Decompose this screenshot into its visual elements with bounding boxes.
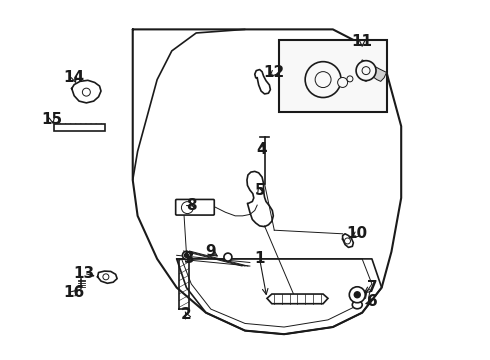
- Text: 7: 7: [367, 280, 377, 295]
- Text: 15: 15: [42, 112, 63, 126]
- Circle shape: [362, 67, 370, 75]
- Circle shape: [181, 202, 194, 213]
- Text: 14: 14: [64, 70, 85, 85]
- Circle shape: [315, 72, 331, 87]
- Circle shape: [184, 253, 189, 257]
- Text: 16: 16: [64, 285, 85, 301]
- Circle shape: [354, 292, 360, 298]
- Text: 10: 10: [347, 226, 368, 241]
- Circle shape: [224, 253, 232, 261]
- Circle shape: [347, 76, 353, 82]
- Text: 12: 12: [264, 65, 285, 80]
- Text: 11: 11: [352, 35, 373, 49]
- Circle shape: [103, 274, 109, 280]
- Text: 5: 5: [254, 183, 265, 198]
- Text: 4: 4: [257, 142, 268, 157]
- Circle shape: [82, 88, 90, 96]
- Text: 13: 13: [74, 266, 95, 281]
- Text: 3: 3: [184, 251, 194, 266]
- Ellipse shape: [352, 301, 362, 309]
- Circle shape: [338, 77, 347, 87]
- Circle shape: [182, 251, 191, 259]
- Text: 8: 8: [186, 198, 196, 213]
- Circle shape: [305, 62, 341, 98]
- Polygon shape: [361, 60, 387, 81]
- Bar: [279, 40, 387, 112]
- Text: 9: 9: [205, 244, 216, 259]
- Circle shape: [344, 238, 350, 244]
- Polygon shape: [267, 294, 328, 304]
- Text: 2: 2: [181, 307, 192, 322]
- Bar: [54, 124, 105, 131]
- Circle shape: [356, 61, 376, 81]
- Circle shape: [349, 287, 365, 303]
- FancyBboxPatch shape: [176, 199, 214, 215]
- Text: 1: 1: [254, 251, 265, 266]
- Text: 6: 6: [367, 294, 377, 310]
